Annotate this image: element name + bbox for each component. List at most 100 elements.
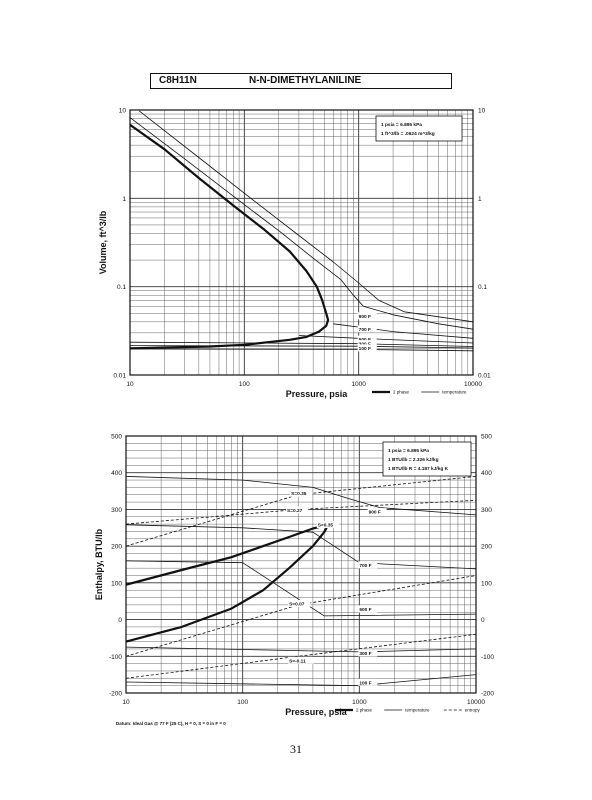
- annotation-background: [358, 561, 378, 569]
- y-tick-label-left: 400: [111, 470, 122, 477]
- series-line-s-0-07: [125, 575, 477, 657]
- series-line-700-f: [125, 524, 477, 570]
- annotation-background: [358, 605, 378, 613]
- series-line-s-0-11: [125, 633, 477, 679]
- y-tick-label-right: 10: [478, 108, 486, 115]
- annotation-label: 900 F: [359, 314, 371, 320]
- y-tick-label-left: 300: [111, 507, 122, 514]
- annotation-label: S=0.35: [291, 491, 307, 497]
- y-tick-label-left: 500: [111, 434, 122, 441]
- annotation-label: 300 F: [359, 651, 371, 657]
- x-tick-label: 10: [122, 699, 130, 706]
- x-tick-label: 10: [126, 381, 134, 388]
- y-axis-label: Volume, ft^3/lb: [98, 210, 108, 274]
- x-tick-label: 10000: [467, 699, 485, 706]
- y-tick-label-left: 10: [119, 108, 127, 115]
- y-tick-label-left: 200: [111, 544, 122, 551]
- annotation-background: [357, 325, 377, 333]
- plot-frame: [129, 109, 474, 376]
- y-tick-label-right: 400: [481, 470, 492, 477]
- annotation-background: [367, 508, 387, 516]
- series-line-2-phase-liquid: [125, 524, 330, 643]
- annotation-background: [357, 344, 377, 352]
- info-box-line: 1 psia = 6.895 kPa: [388, 448, 429, 454]
- y-tick-label-left: 0.01: [113, 373, 126, 380]
- annotation-label: 700 F: [359, 327, 371, 333]
- series-line-700-f: [298, 335, 474, 344]
- legend-label: 2 phase: [356, 708, 373, 713]
- series-line-900-f: [125, 476, 477, 516]
- legend-label: temperature: [405, 708, 430, 713]
- y-tick-label-left: -100: [109, 654, 122, 661]
- info-box-line: 1 psia = 6.895 kPa: [381, 122, 422, 128]
- legend-label: 2 phase: [393, 390, 410, 395]
- annotation-label: 100 F: [359, 680, 371, 686]
- x-tick-label: 100: [239, 381, 250, 388]
- annotation-background: [357, 340, 377, 348]
- y-tick-label-left: -200: [109, 691, 122, 698]
- y-tick-label-left: 100: [111, 580, 122, 587]
- annotation-label: 100 F: [359, 346, 371, 352]
- x-axis-label: Pressure, psia: [285, 707, 348, 717]
- x-axis-label: Pressure, psia: [286, 389, 349, 399]
- series-line-500-f: [125, 560, 477, 617]
- y-tick-label-left: 1: [122, 196, 126, 203]
- legend-label: temperature: [442, 390, 467, 395]
- y-tick-label-right: 1: [478, 196, 482, 203]
- footnote: Datum: Ideal Gas @ 77 F (25 C), H = 0, S…: [116, 721, 226, 726]
- annotation-background: [288, 656, 314, 664]
- y-tick-label-right: 100: [481, 580, 492, 587]
- series-line-100-f: [129, 348, 474, 352]
- plot-frame: [125, 435, 477, 694]
- y-tick-label-right: 200: [481, 544, 492, 551]
- y-axis-label: Enthalpy, BTU/lb: [94, 528, 104, 600]
- x-tick-label: 100: [237, 699, 248, 706]
- annotation-background: [357, 335, 377, 343]
- y-tick-label-right: -200: [481, 691, 494, 698]
- series-line-2-phase-vapor: [125, 523, 329, 586]
- annotation-label: S=0.07: [289, 601, 305, 607]
- info-box: [382, 441, 472, 477]
- y-tick-label-right: 0: [481, 617, 485, 624]
- series-line-300-f: [125, 646, 477, 653]
- x-tick-label: 1000: [352, 699, 367, 706]
- annotation-background: [288, 599, 311, 607]
- annotation-background: [357, 312, 377, 320]
- chemical-formula: C8H11N: [159, 75, 197, 86]
- annotation-label: 900 F: [369, 510, 381, 516]
- annotation-background: [358, 678, 378, 686]
- annotation-label: S=-0.11: [289, 658, 306, 664]
- annotation-label: 700 F: [359, 563, 371, 569]
- info-box-line: 1 BTU/lb = 2.326 kJ/kg: [388, 457, 439, 463]
- series-line-2-phase: [129, 123, 330, 350]
- y-tick-label-right: 0.01: [478, 373, 491, 380]
- legend-label: entropy: [465, 708, 481, 713]
- series-line-temperature: [138, 110, 474, 323]
- x-tick-label: 1000: [351, 381, 366, 388]
- series-line-900-f: [333, 323, 474, 339]
- y-tick-label-right: 500: [481, 434, 492, 441]
- chart-title-box: C8H11N N-N-DIMETHYLANILINE: [150, 73, 452, 89]
- y-tick-label-right: -100: [481, 654, 494, 661]
- annotation-label: S=0.35: [318, 522, 334, 528]
- annotation-background: [316, 520, 339, 528]
- info-box: [375, 115, 463, 142]
- annotation-background: [286, 506, 309, 514]
- y-tick-label-right: 0.1: [478, 284, 487, 291]
- y-tick-label-right: 300: [481, 507, 492, 514]
- annotation-background: [358, 649, 378, 657]
- annotation-background: [290, 489, 313, 497]
- annotation-label: S=0.27: [287, 508, 303, 514]
- annotation-label: 500 F: [359, 607, 371, 613]
- info-box-line: 1 ft^3/lb = .0624 m^3/kg: [381, 131, 435, 137]
- info-box-line: 1 BTU/lb R = 4.187 kJ/kg K: [388, 466, 449, 472]
- series-line-temperature: [129, 117, 474, 330]
- y-tick-label-left: 0: [118, 617, 122, 624]
- y-tick-label-left: 0.1: [117, 284, 126, 291]
- compound-name: N-N-DIMETHYLANILINE: [249, 75, 362, 86]
- x-tick-label: 10000: [464, 381, 482, 388]
- page-number: 31: [290, 742, 302, 756]
- series-line-100-f: [125, 674, 477, 687]
